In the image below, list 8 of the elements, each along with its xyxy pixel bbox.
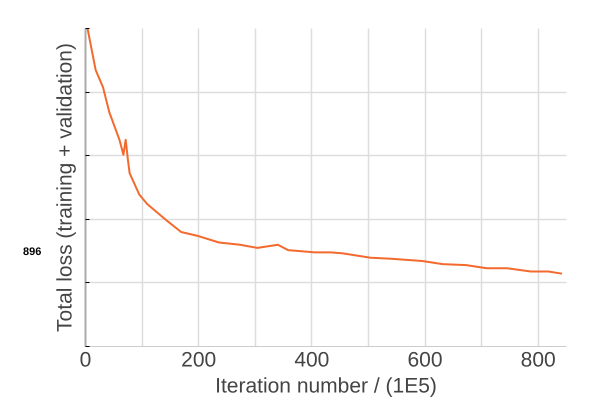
- x-tick-label: 600: [408, 348, 443, 372]
- x-axis-title: Iteration number / (1E5): [215, 374, 437, 398]
- text: 896: [23, 245, 42, 260]
- x-tick-label: 400: [294, 348, 330, 372]
- x-tick-label: 800: [520, 348, 556, 372]
- x-tick-label: 0: [80, 348, 92, 372]
- x-tick-label: 200: [181, 348, 216, 372]
- y-axis-title: Total loss (training + validation): [54, 43, 76, 332]
